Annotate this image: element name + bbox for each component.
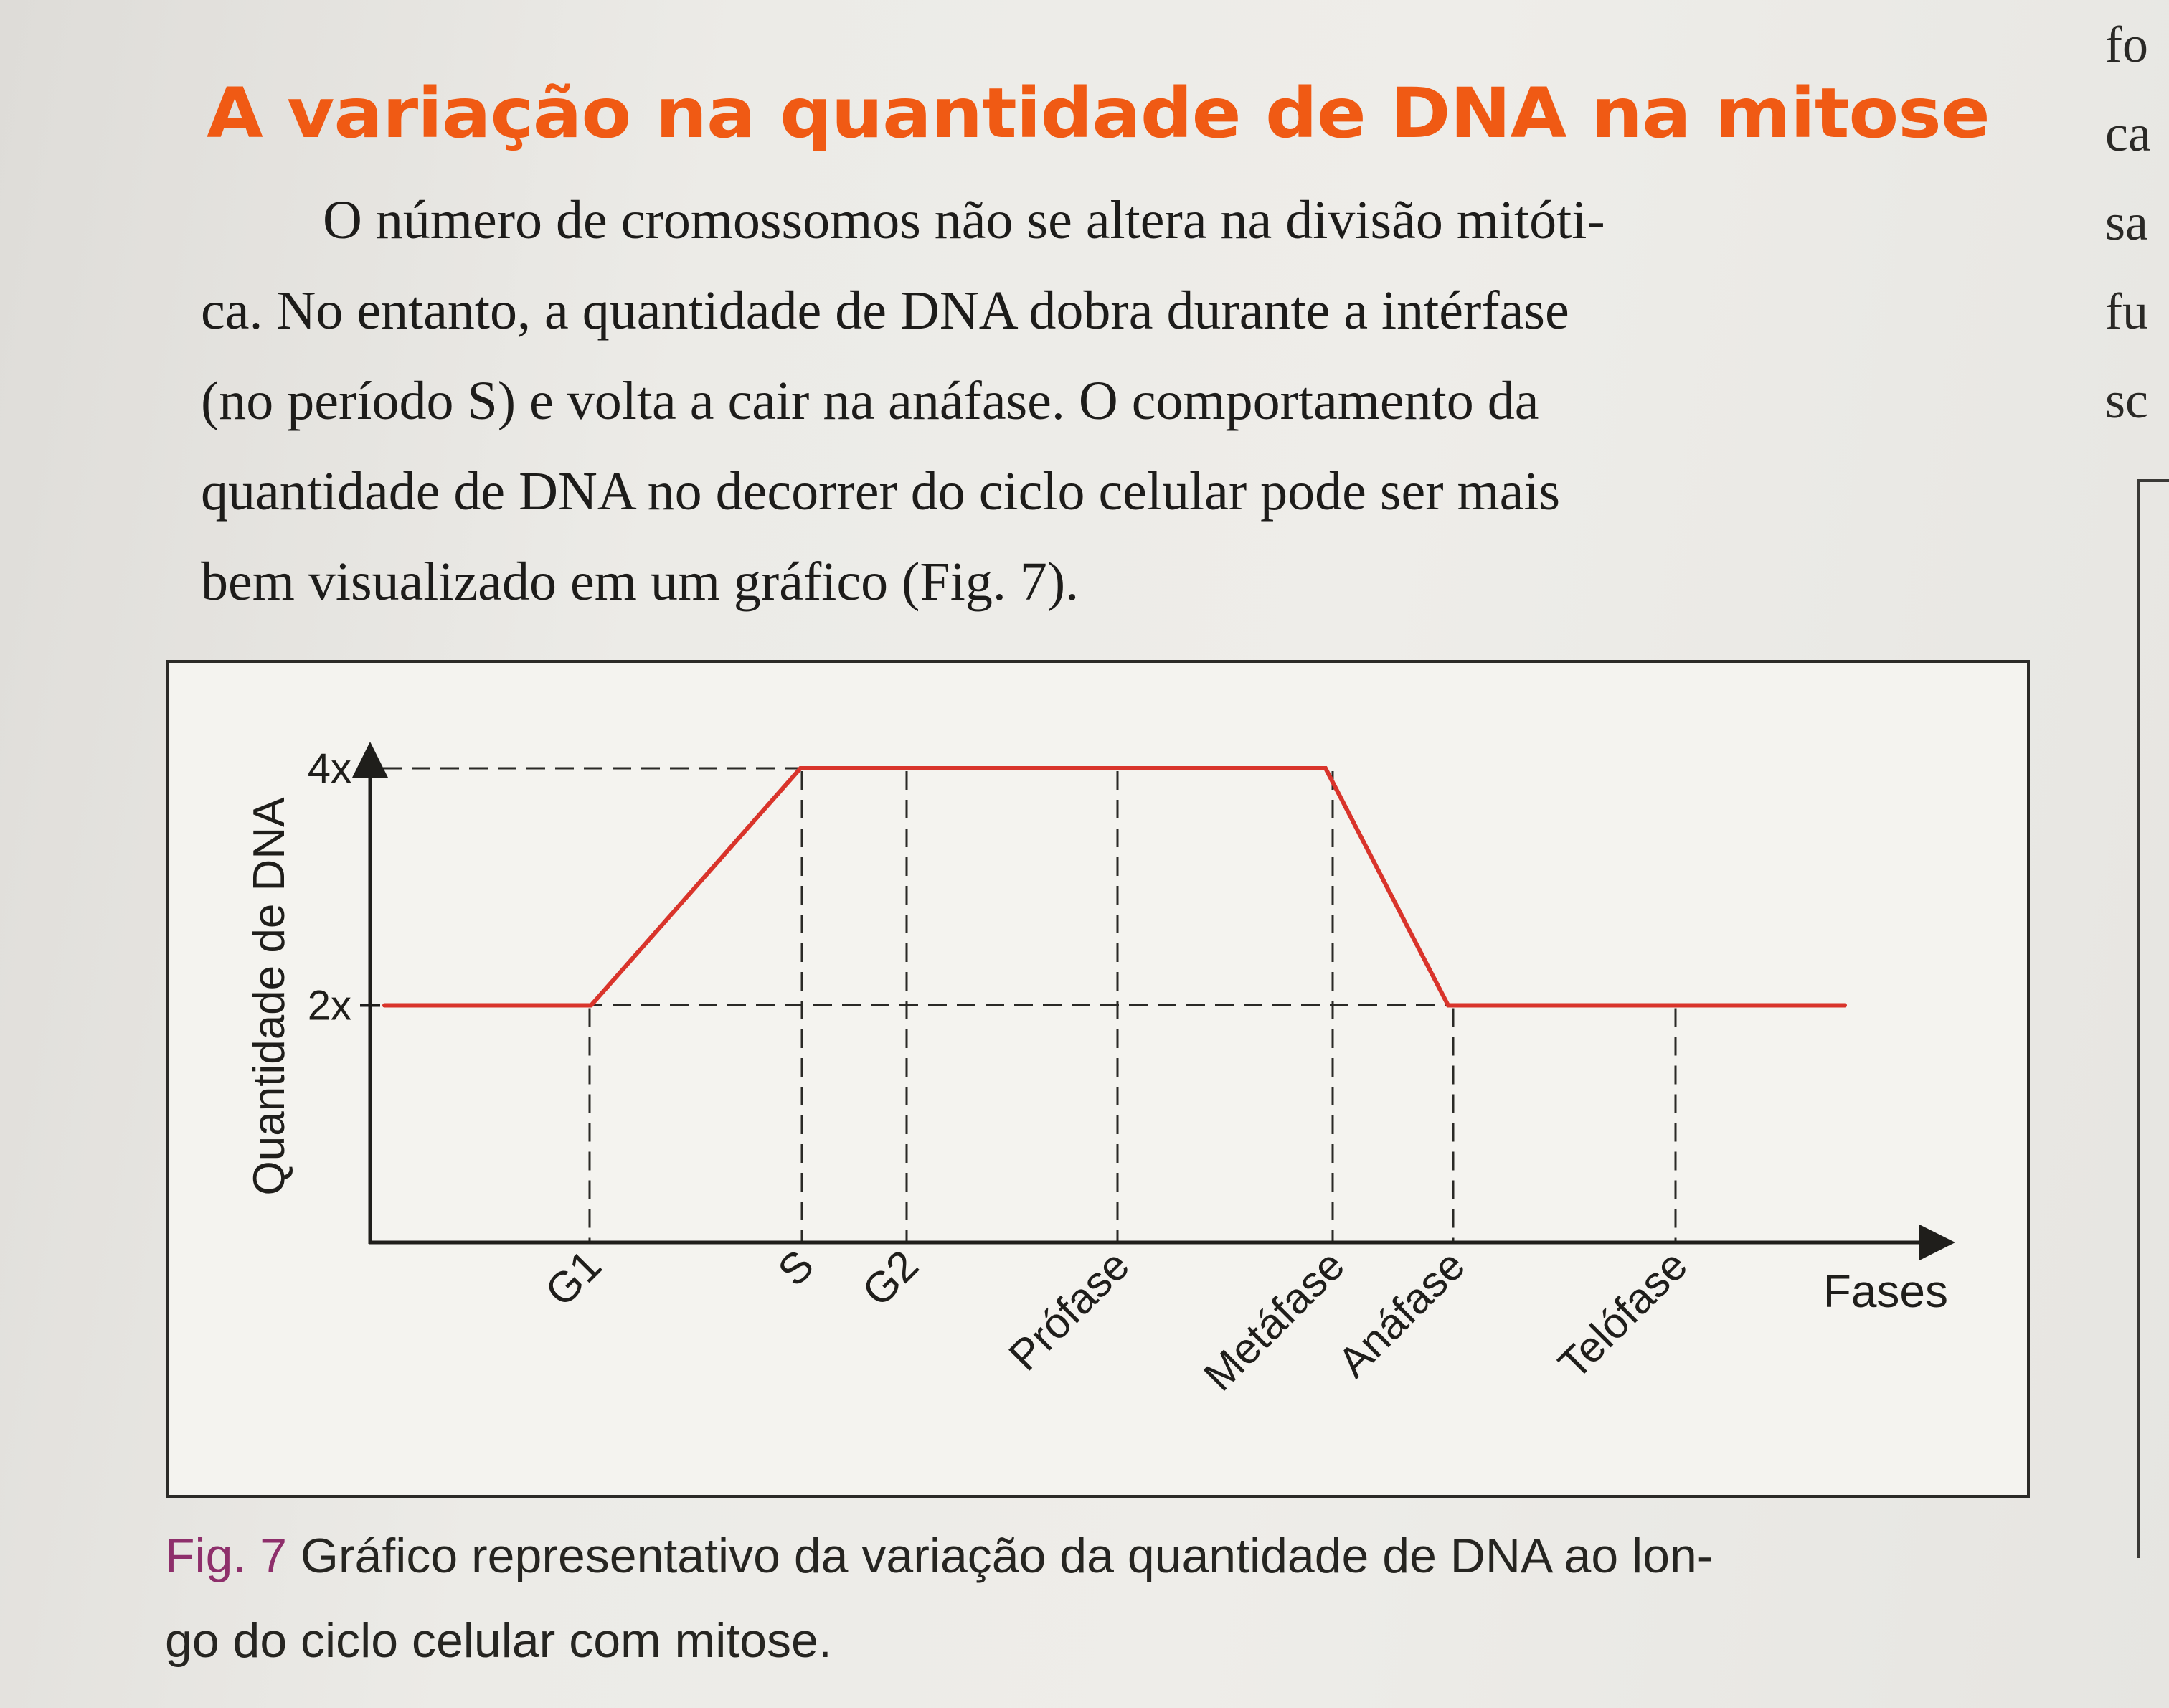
body-line: O número de cromossomos não se altera na… — [323, 190, 1605, 250]
x-tick-label: Telófase — [1549, 1241, 1696, 1388]
x-tick-label: G1 — [536, 1241, 610, 1316]
curve-point-Metáfase — [1323, 766, 1328, 770]
labels-layer: 2x 4x Quantidade de DNA Fases G1 S G2 Prófase Me… — [245, 745, 1948, 1400]
curve-point-Anáfase — [1446, 1003, 1450, 1008]
margin-fragment: fu — [2105, 283, 2148, 340]
x-tick-label: Anáfase — [1328, 1241, 1474, 1387]
y-tick-label: 4x — [308, 745, 351, 792]
dna-chart: 2x 4x Quantidade de DNA Fases G1 S G2 Prófase Me… — [245, 742, 1955, 1400]
body-line: quantidade de DNA no decorrer do ciclo c… — [201, 461, 1561, 522]
margin-fragment: sc — [2105, 372, 2148, 429]
curve-point-Prófase — [1114, 766, 1118, 770]
margin-fragment: sa — [2105, 194, 2148, 251]
body-line: ca. No entanto, a quantidade de DNA dobr… — [201, 280, 1569, 341]
x-axis-title: Fases — [1823, 1265, 1948, 1317]
y-tick-label: 2x — [308, 983, 351, 1029]
section-title: A variação na quantidade de DNA na mitos… — [207, 73, 1990, 154]
curve-point-S — [798, 766, 803, 770]
dna-quantity-curve — [384, 766, 1845, 1008]
curve-point-G1 — [589, 1003, 593, 1008]
curve-point-end — [1843, 1003, 1847, 1008]
y-axis-title: Quantidade de DNA — [245, 797, 294, 1196]
curve-point-start — [382, 1003, 387, 1008]
figure-frame: 2x 4x Quantidade de DNA Fases G1 S G2 Prófase Me… — [166, 660, 2030, 1498]
curve-layer — [382, 766, 1847, 1008]
x-tick-label: S — [769, 1241, 823, 1296]
body-line: (no período S) e volta a cair na anáfase… — [201, 371, 1539, 431]
curve-point-Telófase — [1666, 1003, 1671, 1008]
caption-text: Gráfico representativo da variação da qu… — [287, 1529, 1714, 1583]
figure-caption: Fig. 7 Gráfico representativo da variaçã… — [165, 1514, 2059, 1683]
body-paragraph: O número de cromossomos não se altera na… — [201, 175, 1965, 627]
adjacent-column-box — [2137, 479, 2169, 1558]
x-tick-label: Prófase — [1000, 1241, 1139, 1380]
margin-fragment: fo — [2105, 16, 2148, 73]
axes-layer — [352, 742, 1955, 1260]
adjacent-column-fragments: fo ca sa fu sc — [2105, 0, 2169, 445]
caption-line: Fig. 7 Gráfico representativo da variaçã… — [165, 1514, 2059, 1598]
curve-point-G2 — [904, 766, 909, 770]
margin-fragment: ca — [2105, 105, 2151, 162]
body-line: bem visualizado em um gráfico (Fig. 7). — [201, 552, 1079, 612]
figure-label: Fig. 7 — [165, 1529, 288, 1583]
caption-line: go do ciclo celular com mitose. — [165, 1613, 832, 1668]
x-tick-label: Metáfase — [1194, 1241, 1353, 1400]
x-tick-label: G2 — [853, 1241, 927, 1316]
